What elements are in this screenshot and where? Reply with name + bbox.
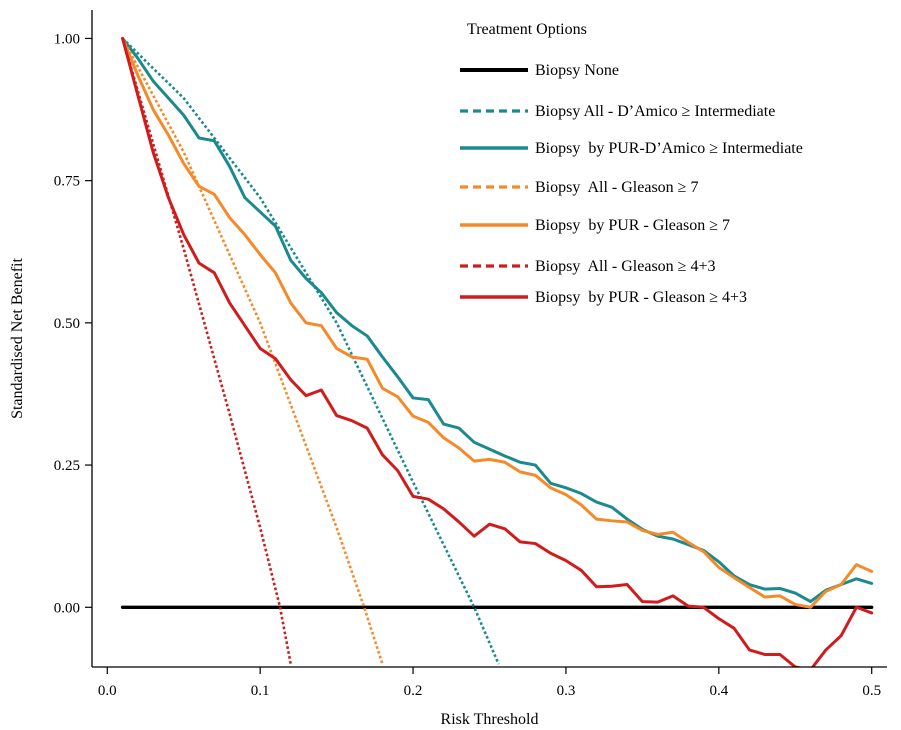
- x-tick-label: 0.2: [404, 683, 423, 699]
- series-line-biopsy-by-pur-gleason-4-3: [121, 36, 874, 667]
- x-tick-label: 0.0: [98, 683, 117, 699]
- x-axis-title: Risk Threshold: [441, 711, 539, 728]
- legend-label-biopsy-all-d-amico-intermediate: Biopsy All - D’Amico ≥ Intermediate: [535, 103, 775, 120]
- y-tick-label: 0.50: [54, 316, 80, 332]
- legend-label-biopsy-by-pur-d-amico-intermediate: Biopsy by PUR-D’Amico ≥ Intermediate: [535, 140, 803, 157]
- y-tick-label: 0.75: [54, 174, 80, 190]
- series-line-biopsy-all-d-amico-intermediate: [121, 37, 500, 665]
- series-line-biopsy-all-gleason-7: [121, 37, 384, 665]
- y-tick-label: 1.00: [54, 31, 80, 47]
- y-axis-title: Standardised Net Benefit: [9, 258, 26, 419]
- x-tick-label: 0.3: [557, 683, 576, 699]
- plot-area: [120, 36, 874, 667]
- legend-title: Treatment Options: [467, 21, 587, 38]
- y-tick-label: 0.00: [54, 600, 80, 616]
- legend-label-biopsy-none: Biopsy None: [535, 62, 619, 79]
- legend-label-biopsy-all-gleason-7: Biopsy All - Gleason ≥ 7: [535, 179, 698, 196]
- axes: 0.00 0.25 0.50 0.75 1.00 0.0 0.1 0.2 0.3 0.4 0.5 Ri…: [9, 10, 887, 728]
- y-tick-label: 0.25: [54, 458, 80, 474]
- series-line-biopsy-by-pur-gleason-7: [121, 36, 874, 609]
- legend-label-biopsy-by-pur-gleason-4-3: Biopsy by PUR - Gleason ≥ 4+3: [535, 289, 747, 306]
- x-tick-label: 0.1: [251, 683, 270, 699]
- x-tick-label: 0.4: [709, 683, 728, 699]
- legend: Treatment Options Biopsy None Biopsy All -…: [460, 21, 803, 306]
- series-line-biopsy-by-pur-d-amico-intermediate: [121, 36, 874, 604]
- legend-label-biopsy-by-pur-gleason-7: Biopsy by PUR - Gleason ≥ 7: [535, 217, 730, 234]
- legend-label-biopsy-all-gleason-4-3: Biopsy All - Gleason ≥ 4+3: [535, 258, 715, 275]
- x-tick-label: 0.5: [862, 683, 881, 699]
